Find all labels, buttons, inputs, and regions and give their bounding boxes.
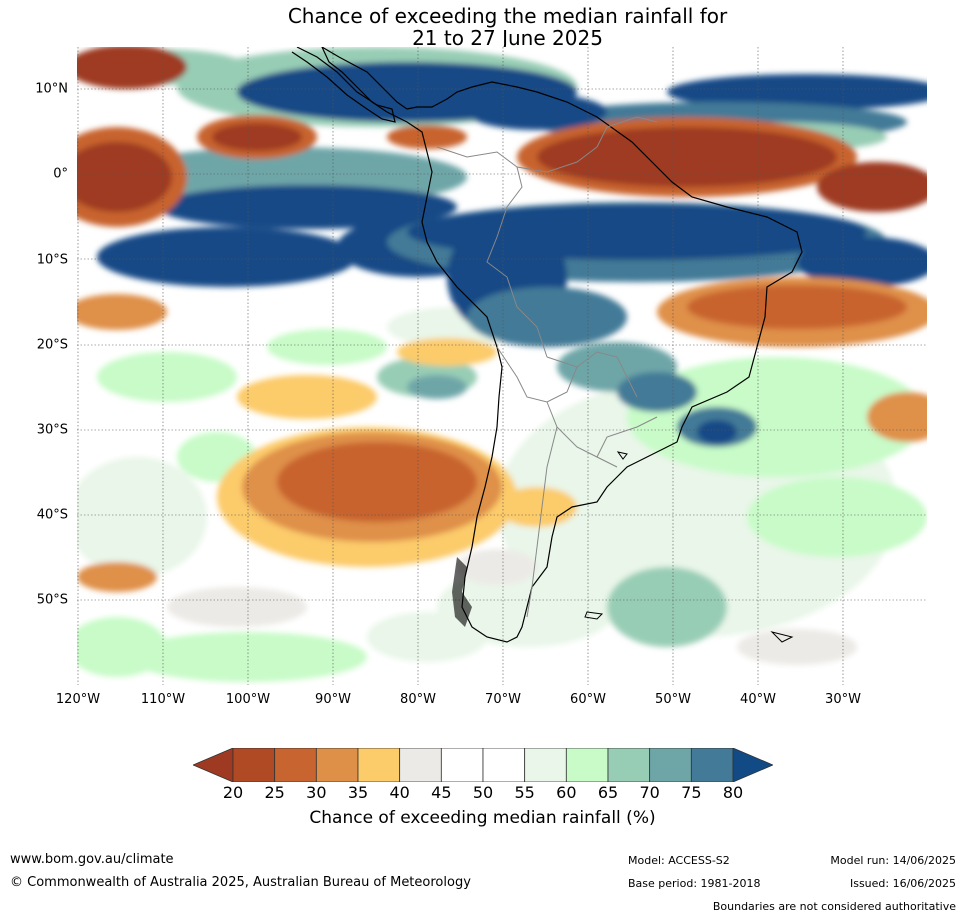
map-title-line2: 21 to 27 June 2025	[412, 26, 603, 50]
colorbar	[193, 748, 773, 782]
map-title-line1: Chance of exceeding the median rainfall …	[287, 4, 728, 28]
colorbar-tick-label: 70	[639, 783, 660, 802]
colorbar-title: Chance of exceeding median rainfall (%)	[309, 808, 656, 828]
lon-label: 90°W	[315, 692, 351, 707]
colorbar-segment	[232, 748, 276, 782]
colorbar-tick-label: 35	[347, 783, 369, 802]
colorbar-segment	[649, 748, 692, 782]
lon-label: 110°W	[140, 692, 186, 707]
lon-label: 80°W	[400, 692, 436, 707]
footer-url: www.bom.gov.au/climate	[10, 852, 174, 867]
lat-label: 30°S	[36, 422, 68, 438]
colorbar-tick-label: 80	[722, 783, 744, 802]
colorbar-tick-label: 30	[306, 783, 327, 802]
lat-label: 10°S	[36, 252, 68, 268]
footer-disclaimer: Boundaries are not considered authoritat…	[712, 900, 956, 913]
footer-base-period: Base period: 1981-2018	[628, 877, 761, 890]
colorbar-segment	[565, 748, 609, 782]
colorbar-extend-high	[732, 748, 773, 782]
lat-label: 10°N	[35, 81, 68, 97]
colorbar-tick-label: 55	[514, 783, 535, 802]
colorbar-tick-label: 20	[222, 783, 244, 802]
colorbar-tick-label: 50	[472, 783, 494, 802]
lat-label: 0°	[53, 166, 68, 182]
colorbar-segment	[357, 748, 401, 782]
lat-label: 20°S	[36, 337, 68, 353]
colorbar-segment	[440, 748, 484, 782]
central-america-coastline	[291, 47, 396, 123]
colorbar-tick-label: 60	[556, 783, 577, 802]
colorbar-segment	[524, 748, 567, 782]
map-svg	[77, 47, 927, 685]
lon-label: 50°W	[655, 692, 691, 707]
footer-copyright: © Commonwealth of Australia 2025, Austra…	[10, 875, 471, 890]
lon-label: 120°W	[55, 692, 101, 707]
colorbar-segment	[315, 748, 359, 782]
colorbar-segment	[399, 748, 442, 782]
lon-label: 70°W	[485, 692, 521, 707]
colorbar-tick-label: 25	[264, 783, 285, 802]
lat-label: 40°S	[36, 507, 68, 523]
colorbar-tick-label: 45	[431, 783, 452, 802]
footer-model: Model: ACCESS-S2	[628, 854, 730, 867]
lon-label: 30°W	[825, 692, 861, 707]
south-america-coastline	[321, 47, 803, 643]
lon-label: 100°W	[225, 692, 271, 707]
colorbar-tick-label: 40	[389, 783, 410, 802]
footer-issued: Issued: 16/06/2025	[849, 877, 956, 890]
colorbar-segment	[274, 748, 317, 782]
colorbar-tick-label: 65	[597, 783, 619, 802]
lon-label: 40°W	[740, 692, 776, 707]
footer-model-run: Model run: 14/06/2025	[830, 854, 956, 867]
lat-label: 50°S	[36, 592, 68, 608]
colorbar-segment	[482, 748, 526, 782]
colorbar-tick-label: 75	[681, 783, 702, 802]
colorbar-extend-low	[193, 748, 234, 782]
colorbar-segment	[690, 748, 734, 782]
lon-label: 60°W	[570, 692, 606, 707]
colorbar-segment	[607, 748, 651, 782]
rainfall-probability-map	[77, 47, 927, 685]
